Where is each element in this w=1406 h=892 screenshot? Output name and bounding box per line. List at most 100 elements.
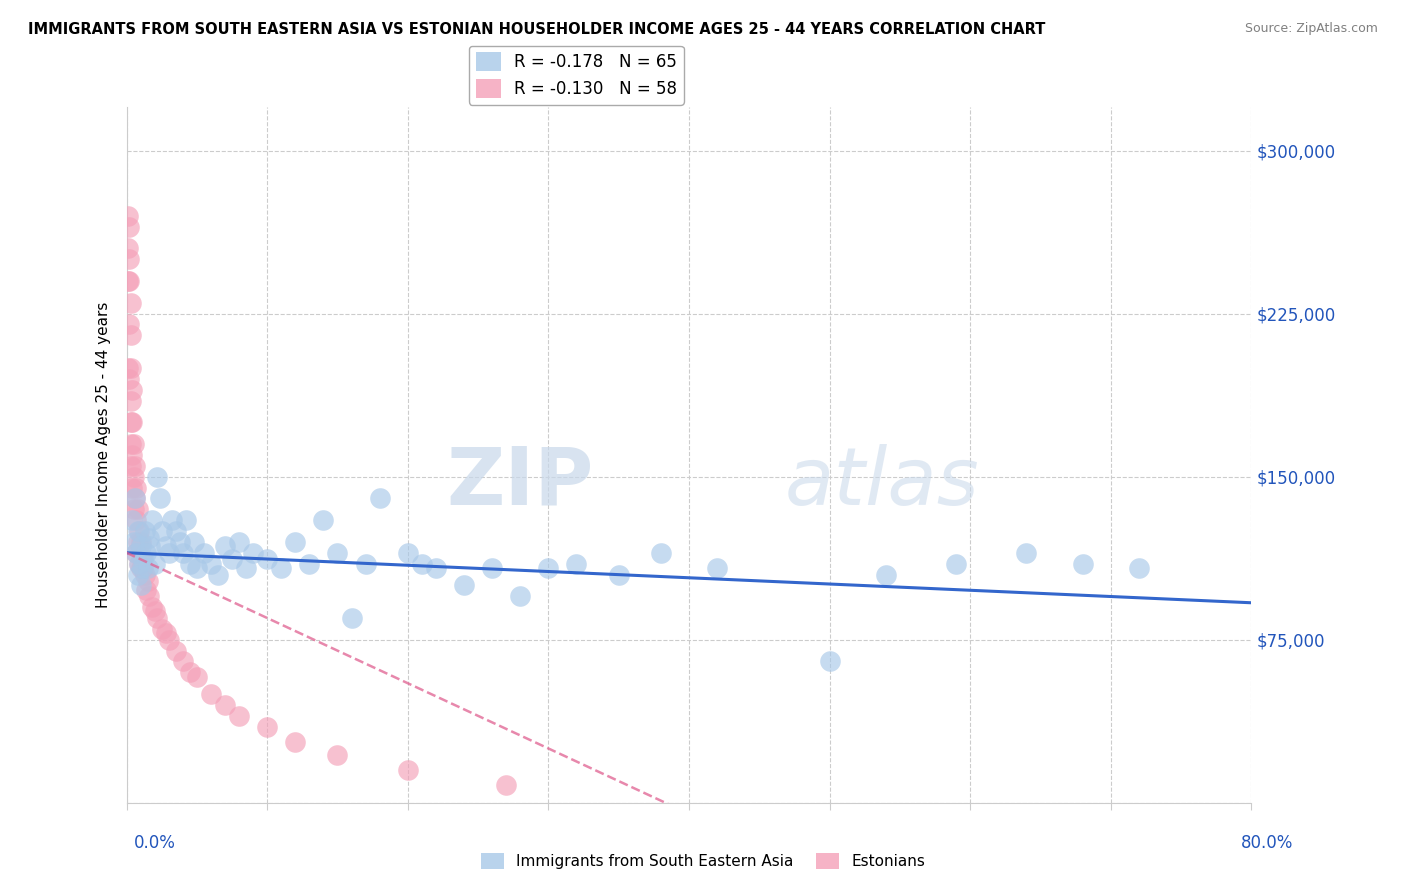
Point: [256, 552, 278, 566]
Point: [425, 561, 447, 575]
Point: [118, 274, 141, 288]
Point: [326, 747, 349, 762]
Point: [141, 600, 163, 615]
Point: [121, 513, 143, 527]
Point: [146, 611, 169, 625]
Point: [120, 415, 142, 429]
Point: [172, 546, 194, 560]
Point: [120, 328, 142, 343]
Point: [122, 469, 145, 483]
Point: [125, 546, 148, 560]
Point: [117, 274, 139, 288]
Text: ZIP: ZIP: [446, 443, 593, 522]
Point: [124, 458, 146, 473]
Point: [146, 469, 169, 483]
Point: [396, 763, 419, 777]
Point: [125, 546, 148, 560]
Point: [121, 383, 143, 397]
Point: [136, 574, 159, 588]
Point: [135, 546, 157, 560]
Point: [135, 582, 157, 597]
Point: [875, 567, 897, 582]
Point: [155, 626, 177, 640]
Point: [129, 561, 152, 575]
Point: [128, 524, 150, 538]
Point: [120, 437, 142, 451]
Point: [150, 622, 173, 636]
Point: [945, 557, 967, 571]
Point: [155, 539, 177, 553]
Point: [214, 539, 236, 553]
Point: [256, 720, 278, 734]
Point: [121, 481, 143, 495]
Point: [165, 643, 187, 657]
Point: [537, 561, 560, 575]
Point: [122, 437, 145, 451]
Point: [228, 534, 250, 549]
Point: [298, 557, 321, 571]
Point: [396, 546, 419, 560]
Point: [122, 534, 145, 549]
Point: [169, 534, 191, 549]
Point: [124, 491, 146, 506]
Point: [221, 552, 243, 566]
Point: [183, 534, 205, 549]
Point: [139, 539, 162, 553]
Point: [650, 546, 672, 560]
Point: [172, 655, 194, 669]
Point: [565, 557, 588, 571]
Point: [150, 524, 173, 538]
Point: [132, 552, 155, 566]
Point: [509, 589, 531, 603]
Point: [124, 491, 146, 506]
Point: [818, 655, 841, 669]
Point: [141, 513, 163, 527]
Point: [121, 448, 143, 462]
Point: [340, 611, 363, 625]
Point: [138, 531, 160, 545]
Point: [131, 561, 153, 575]
Point: [160, 513, 183, 527]
Point: [186, 670, 208, 684]
Point: [242, 546, 264, 560]
Point: [312, 513, 335, 527]
Point: [129, 539, 152, 553]
Text: 0.0%: 0.0%: [134, 834, 176, 852]
Point: [149, 491, 172, 506]
Text: 80.0%: 80.0%: [1241, 834, 1294, 852]
Point: [284, 534, 307, 549]
Point: [481, 561, 503, 575]
Point: [193, 546, 215, 560]
Point: [179, 665, 201, 680]
Point: [354, 557, 377, 571]
Point: [127, 524, 149, 538]
Point: [228, 708, 250, 723]
Point: [127, 502, 149, 516]
Point: [121, 415, 143, 429]
Point: [179, 557, 201, 571]
Point: [120, 458, 142, 473]
Point: [120, 393, 142, 408]
Point: [165, 524, 187, 538]
Point: [411, 557, 433, 571]
Point: [143, 605, 166, 619]
Point: [117, 209, 139, 223]
Point: [125, 513, 148, 527]
Point: [127, 567, 149, 582]
Point: [118, 252, 141, 267]
Point: [122, 502, 145, 516]
Point: [214, 698, 236, 712]
Point: [607, 567, 630, 582]
Point: [368, 491, 391, 506]
Point: [125, 481, 148, 495]
Point: [118, 219, 141, 234]
Point: [284, 735, 307, 749]
Point: [120, 360, 142, 375]
Point: [1071, 557, 1094, 571]
Point: [117, 241, 139, 255]
Point: [1128, 561, 1150, 575]
Point: [157, 632, 180, 647]
Point: [128, 557, 150, 571]
Point: [129, 534, 152, 549]
Point: [138, 589, 160, 603]
